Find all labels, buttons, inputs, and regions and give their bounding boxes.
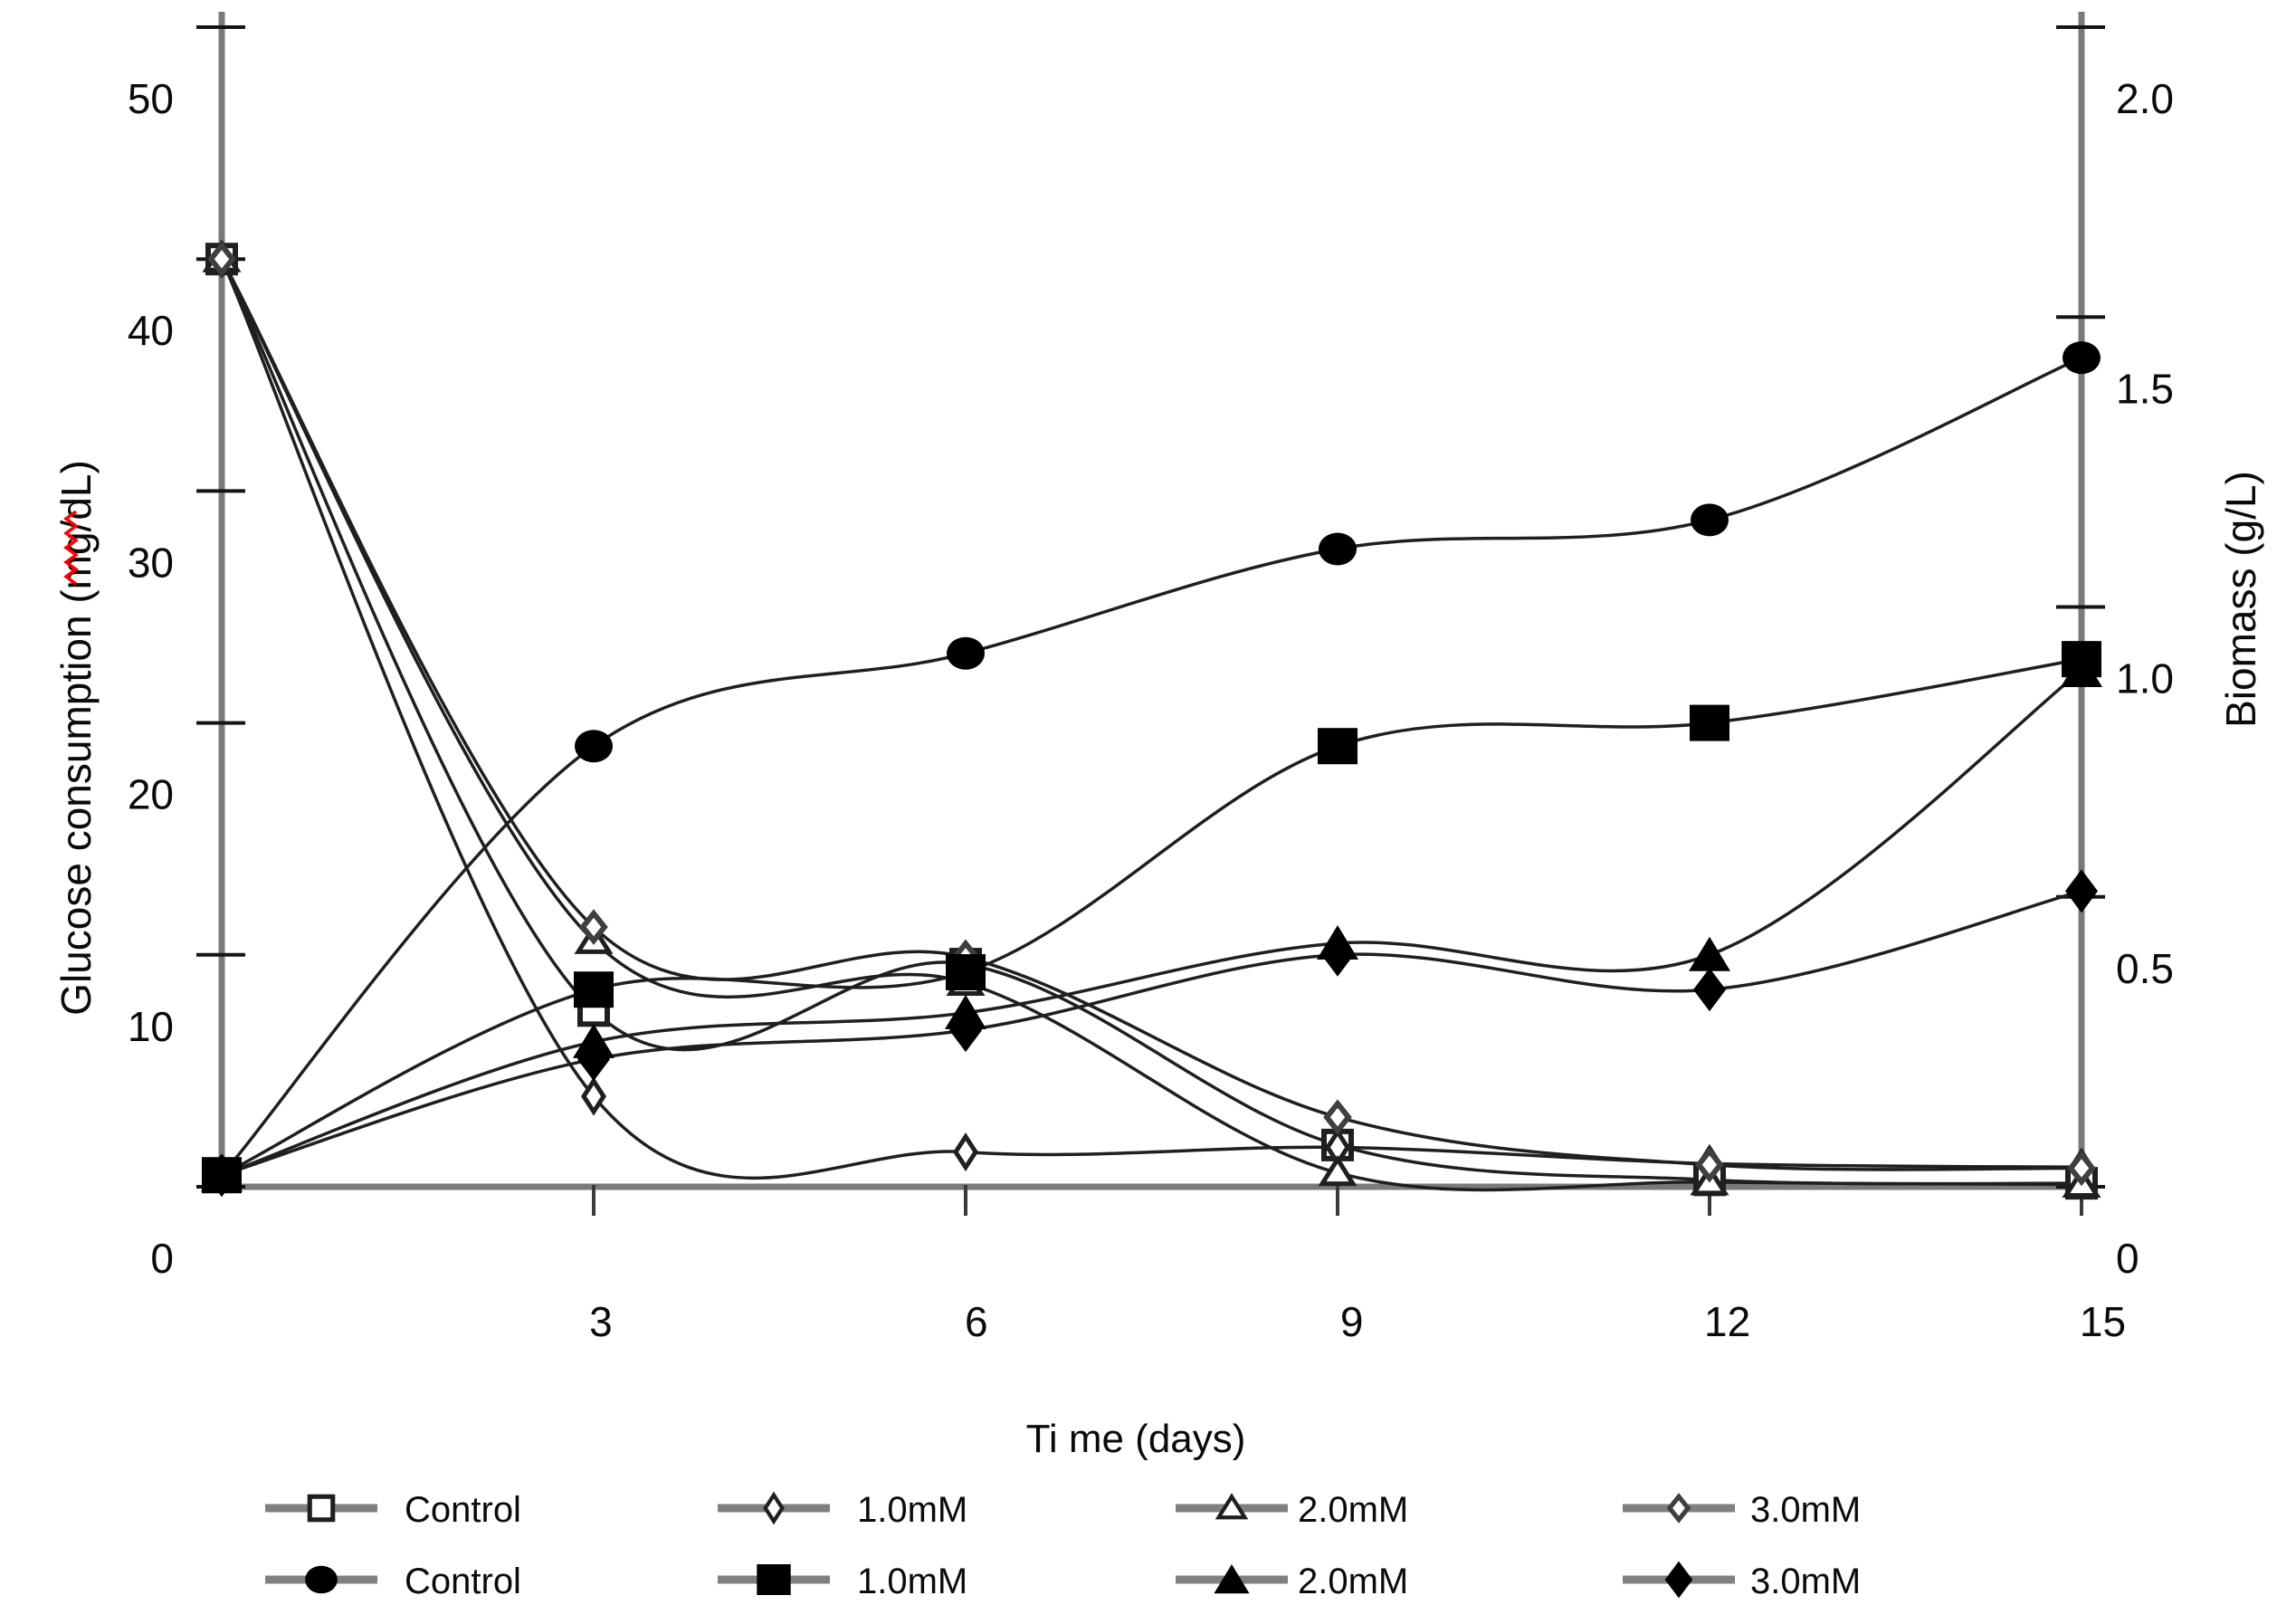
left-axis-tick-label: 0 — [150, 1235, 174, 1282]
data-point-biomass-3.0mM — [577, 1037, 610, 1082]
data-point-biomass-3.0mM — [949, 1008, 982, 1053]
x-axis-tick-label: 3 — [589, 1298, 613, 1345]
left-axis-tick-label: 40 — [128, 307, 174, 354]
legend-marker-triangle-filled — [1214, 1564, 1250, 1594]
data-point-biomass-1.0mM — [574, 971, 614, 1008]
series-line-glucose-1.0mM — [220, 258, 2082, 1180]
data-point-glucose-1.0mM — [581, 1076, 606, 1116]
series-line-biomass-Control — [220, 356, 2082, 1177]
right-axis-tick-label: 0 — [2116, 1235, 2139, 1282]
legend-label: 2.0mM — [1298, 1490, 1408, 1530]
legend-label: Control — [405, 1562, 521, 1601]
legend-label: 1.0mM — [857, 1490, 967, 1530]
legend-marker-diamond-open-small — [1666, 1493, 1691, 1524]
data-point-glucose-3.0mM — [1323, 1099, 1352, 1135]
left-axis-title: Glucose consumption (mg/dL) — [52, 460, 100, 1016]
legend-label: 1.0mM — [857, 1562, 967, 1601]
x-axis-title: Ti me (days) — [1026, 1417, 1246, 1461]
legend-label: Control — [405, 1490, 521, 1530]
data-point-glucose-3.0mM — [1695, 1146, 1724, 1183]
data-point-biomass-2.0mM — [1689, 936, 1730, 971]
data-point-biomass-1.0mM — [1318, 728, 1358, 765]
x-axis-tick-label: 12 — [1704, 1298, 1750, 1345]
right-axis-title: Biomass (g/L) — [2217, 471, 2264, 728]
right-axis-tick-label: 2.0 — [2116, 75, 2174, 122]
data-point-biomass-Control — [575, 730, 613, 763]
legend-marker-square-filled — [757, 1564, 791, 1595]
data-point-biomass-3.0mM — [2065, 869, 2098, 913]
series-line-glucose-Control — [220, 258, 2082, 1186]
data-point-biomass-3.0mM — [1321, 932, 1354, 977]
right-axis-tick-label: 1.0 — [2116, 655, 2174, 702]
legend-label: 3.0mM — [1750, 1562, 1861, 1601]
data-point-biomass-3.0mM — [1693, 968, 1726, 1012]
data-point-glucose-1.0mM — [953, 1132, 978, 1172]
right-axis-tick-label: 0.5 — [2116, 945, 2174, 992]
data-point-glucose-3.0mM — [579, 909, 608, 945]
series-line-biomass-1.0mM — [221, 657, 2082, 1177]
data-point-biomass-Control — [1319, 532, 1357, 566]
x-axis-tick-label: 6 — [965, 1298, 988, 1345]
x-axis-tick-label: 9 — [1340, 1298, 1364, 1345]
x-axis-tick-label: 15 — [2080, 1298, 2126, 1345]
data-point-biomass-Control — [2063, 341, 2101, 375]
series-line-biomass-3.0mM — [221, 889, 2082, 1177]
series-line-glucose-3.0mM — [220, 258, 2082, 1171]
data-point-glucose-2.0mM — [1318, 1154, 1358, 1187]
left-axis-tick-label: 30 — [128, 539, 174, 586]
left-axis-tick-label: 50 — [128, 75, 174, 122]
spellcheck-squiggle — [63, 510, 79, 586]
data-point-biomass-3.0mM — [205, 1153, 238, 1198]
legend-marker-circle-filled — [305, 1565, 338, 1594]
data-point-biomass-Control — [947, 636, 985, 670]
data-point-glucose-3.0mM — [207, 241, 236, 278]
legend-marker-diamond-open-narrow — [763, 1491, 785, 1525]
legend-marker-square-open — [307, 1494, 336, 1523]
left-axis-tick-label: 10 — [128, 1003, 174, 1050]
series-line-biomass-2.0mM — [221, 669, 2083, 1177]
data-point-biomass-Control — [1691, 503, 1729, 537]
right-axis-tick-label: 1.5 — [2116, 365, 2174, 412]
legend-marker-triangle-open — [1215, 1493, 1249, 1520]
legend-label: 3.0mM — [1750, 1490, 1861, 1530]
legend-label: 2.0mM — [1298, 1562, 1408, 1601]
legend-marker-diamond-filled — [1664, 1561, 1693, 1599]
data-point-biomass-2.0mM — [2061, 652, 2102, 687]
data-point-glucose-3.0mM — [2067, 1150, 2096, 1187]
data-point-biomass-1.0mM — [946, 954, 986, 991]
data-point-biomass-1.0mM — [1690, 704, 1729, 741]
left-axis-tick-label: 20 — [128, 771, 174, 818]
